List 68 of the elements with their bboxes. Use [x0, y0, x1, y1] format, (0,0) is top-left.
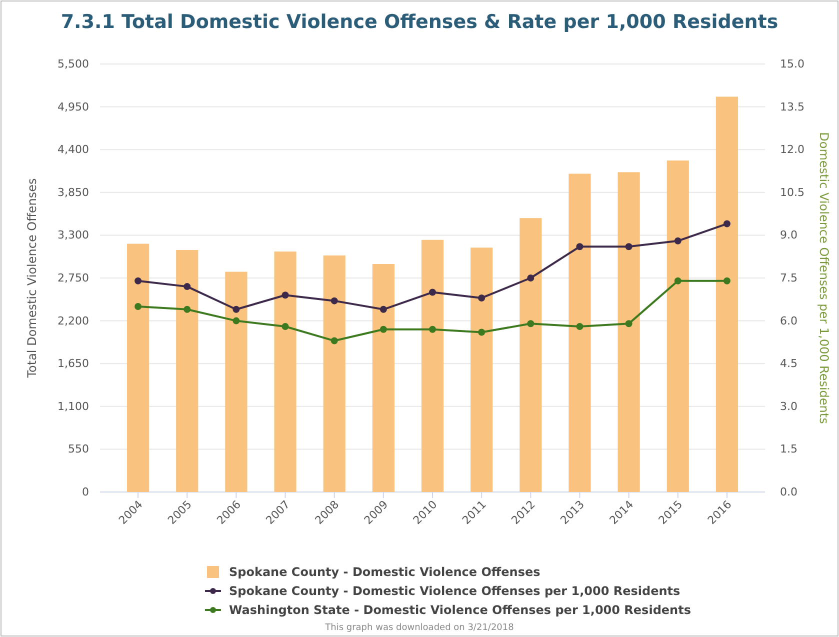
- y-tick-label: 2,750: [58, 272, 89, 285]
- bar: [323, 255, 346, 492]
- y-tick-label: 1,650: [58, 357, 89, 370]
- y-tick-label: 4,950: [58, 100, 89, 114]
- y2-tick-label: 1.5: [780, 442, 798, 456]
- bar: [126, 244, 150, 492]
- y2-tick-label: 13.5: [780, 100, 804, 114]
- chart-title: 7.3.1 Total Domestic Violence Offenses & Rate per 1,000 Residents: [60, 11, 778, 33]
- point: [478, 294, 486, 302]
- y2-tick-label: 6.0: [780, 314, 798, 328]
- bar: [225, 272, 248, 492]
- y2-tick-label: 12.0: [780, 143, 804, 156]
- point: [429, 288, 436, 296]
- point: [723, 277, 730, 284]
- bar: [568, 174, 591, 492]
- point: [282, 323, 289, 330]
- bar: [618, 172, 640, 492]
- point: [232, 306, 240, 313]
- point: [576, 323, 584, 330]
- y-tick-label: 550: [68, 442, 89, 456]
- point: [674, 277, 682, 284]
- point: [380, 306, 387, 313]
- y2-tick-label: 9.0: [780, 228, 798, 242]
- point: [282, 292, 289, 299]
- y2-tick-label: 15.0: [780, 58, 804, 71]
- point: [527, 320, 534, 328]
- point: [429, 326, 436, 333]
- bar: [274, 252, 296, 492]
- y-tick-label: 5,500: [58, 58, 89, 71]
- y2-tick-label: 7.5: [780, 272, 798, 285]
- point: [330, 337, 338, 344]
- bar: [520, 218, 542, 492]
- bar: [666, 160, 689, 492]
- y2-tick-label: 10.5: [780, 186, 804, 199]
- legend-label: Washington State - Domestic Violence Offenses per 1,000 Residents: [229, 603, 691, 618]
- point: [134, 303, 142, 310]
- y-tick-label: 4,400: [58, 143, 89, 156]
- y-tick-label: 3,850: [58, 186, 89, 199]
- point: [576, 243, 584, 250]
- y2-tick-label: 3.0: [780, 400, 798, 413]
- legend-label: Spokane County - Domestic Violence Offenses per 1,000 Residents: [229, 584, 680, 598]
- point: [527, 274, 534, 282]
- y-tick-label: 1,100: [58, 400, 89, 413]
- text: This graph was downloaded on 3/21/2018: [324, 623, 514, 633]
- point: [184, 306, 191, 313]
- point: [330, 297, 338, 304]
- y-tick-label: 0: [82, 486, 89, 499]
- point: [625, 243, 632, 250]
- point: [380, 326, 387, 333]
- y2-tick-label: 0.0: [780, 486, 798, 499]
- y-tick-label: 2,200: [58, 314, 89, 328]
- bar: [716, 96, 738, 492]
- y-tick-label: 3,300: [58, 228, 89, 242]
- point: [478, 328, 486, 336]
- bar: [421, 240, 444, 492]
- bar: [176, 250, 198, 492]
- legend-label: Spokane County - Domestic Violence Offenses: [229, 565, 540, 580]
- bar: [372, 264, 394, 492]
- y-axis-title: Total Domestic Violence Offenses: [25, 178, 39, 379]
- point: [184, 283, 191, 290]
- point: [723, 220, 730, 228]
- point: [134, 277, 142, 284]
- y2-tick-label: 4.5: [780, 357, 798, 370]
- point: [232, 317, 240, 324]
- point: [674, 237, 682, 244]
- bar: [470, 248, 493, 492]
- y2-axis-title: Domestic Violence Offenses per 1,000 Residents: [817, 132, 831, 424]
- point: [625, 320, 632, 328]
